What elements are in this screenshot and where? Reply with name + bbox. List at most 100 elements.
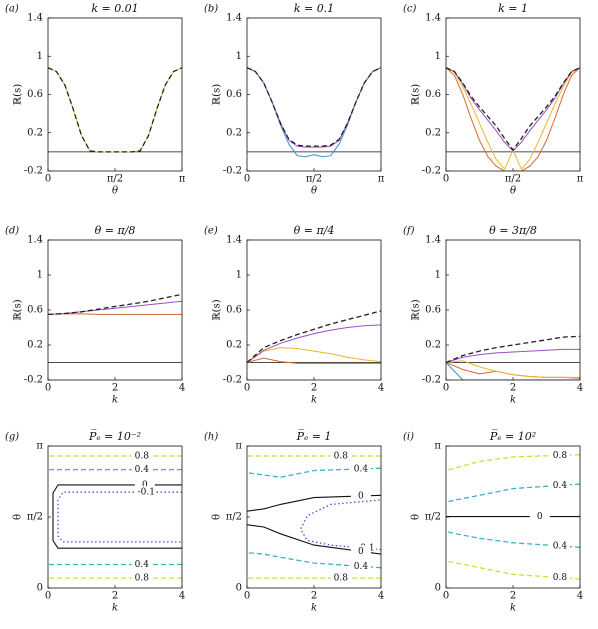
contour-line [247, 494, 381, 512]
data-line [446, 348, 580, 363]
x-tick-label: 2 [311, 591, 317, 602]
axes-frame [246, 239, 382, 381]
axes-frame [246, 445, 382, 589]
panel-title: θ = 3π/8 [489, 224, 537, 237]
contour-label: 0.8 [334, 452, 349, 462]
x-tick-label: 0 [443, 383, 449, 394]
data-line [48, 67, 182, 153]
panel-label: (a) [5, 4, 19, 15]
x-tick-label: 0 [443, 174, 449, 185]
axes-frame [445, 445, 581, 589]
panel: (c) k = 1 θ ℝ(s) 0 π/2 π -0.2 0.2 0.6 1 1.4 [403, 2, 584, 197]
contour-label: 0.8 [135, 452, 150, 462]
contour-line [247, 524, 381, 555]
x-tick-label: 0 [45, 591, 51, 602]
panel-label: (f) [403, 226, 415, 237]
y-tick-label: -0.2 [24, 375, 43, 386]
y-tick-label: 1 [37, 51, 43, 62]
y-tick-label: 1 [435, 51, 441, 62]
x-tick-label: 4 [378, 383, 384, 394]
x-tick-label: 4 [179, 383, 185, 394]
plot-area [247, 310, 381, 364]
x-tick-label: π/2 [505, 174, 521, 185]
y-tick-label: -0.2 [24, 166, 43, 177]
y-axis-label: ℝ(s) [411, 299, 422, 320]
contour-line [446, 560, 580, 580]
contour-label: 0.4 [135, 560, 150, 570]
y-tick-label: -0.2 [223, 375, 242, 386]
y-tick-label: 1.4 [27, 235, 43, 246]
y-tick-label: 1.4 [425, 13, 441, 24]
x-tick-label: 4 [577, 591, 583, 602]
contour-label: -0.1 [138, 488, 155, 498]
contour-label: 0.4 [553, 541, 568, 551]
y-tick-label: π [434, 441, 441, 452]
y-axis-label: ℝ(s) [411, 84, 422, 105]
data-line [446, 67, 580, 152]
contour-label: 0.4 [553, 481, 568, 491]
panel-title: θ = π/8 [95, 224, 136, 237]
panel: (e) θ = π/4 k ℝ(s) 0 2 4 -0.2 0.2 0.6 1 1.4 [204, 224, 384, 406]
contour-label: 0 [142, 480, 148, 490]
plot-area: 0.80.40-0.100.40.8 [247, 450, 381, 585]
data-line [446, 360, 580, 378]
x-tick-label: 4 [378, 591, 384, 602]
contour-line [299, 499, 381, 551]
y-tick-label: 0.6 [27, 305, 43, 316]
panel-title: k = 1 [498, 2, 528, 15]
data-line [48, 313, 182, 315]
contour-label-bg [131, 463, 152, 476]
x-tick-label: 4 [577, 383, 583, 394]
x-tick-label: 2 [311, 383, 317, 394]
y-tick-label: π/2 [226, 512, 242, 523]
data-line [48, 67, 182, 153]
y-tick-label: 0 [37, 583, 43, 594]
panel-label: (i) [403, 432, 414, 443]
contour-label: 0.8 [135, 574, 150, 584]
x-axis-label: θ [112, 186, 118, 197]
data-line [247, 347, 381, 363]
y-tick-label: π [36, 441, 43, 452]
panel: (a) k = 0.01 θ ℝ(s) 0 π/2 π -0.2 0.2 0.6 1 1.4 [5, 2, 186, 197]
y-axis-label: ℝ(s) [212, 84, 223, 105]
y-tick-label: 0 [435, 583, 441, 594]
panel: (i) P̅ₑ = 10² k θ 0.8 0.4 0 0.4 0.8 0 2 4 0 π/2 π [403, 429, 583, 614]
contour-line [52, 484, 182, 549]
data-line [446, 362, 580, 379]
contour-line [446, 483, 580, 503]
x-tick-label: π [179, 174, 186, 185]
contour-label-bg [131, 450, 152, 463]
y-tick-label: 0.2 [226, 340, 242, 351]
contour-label-bg [549, 449, 570, 462]
y-axis-label: θ [212, 514, 223, 520]
x-axis-label: θ [311, 186, 317, 197]
data-line [247, 67, 381, 158]
y-tick-label: 0.6 [27, 89, 43, 100]
contour-label-bg [350, 545, 371, 558]
y-tick-label: 0.2 [27, 340, 43, 351]
contour-label-bg [136, 486, 157, 499]
contour-label: 0 [358, 492, 364, 502]
contour-label-bg [350, 462, 371, 475]
axes-frame [445, 17, 581, 172]
x-axis-label: k [112, 395, 118, 406]
plot-area [48, 67, 182, 153]
x-tick-label: 2 [510, 383, 516, 394]
y-tick-label: 0.6 [226, 89, 242, 100]
y-tick-label: 0.2 [425, 340, 441, 351]
x-tick-label: π [378, 174, 385, 185]
y-tick-label: 1 [435, 270, 441, 281]
y-tick-label: 1.4 [226, 235, 242, 246]
axes-frame [47, 445, 183, 589]
x-axis-label: k [311, 395, 317, 406]
panel-title: k = 0.01 [91, 2, 138, 15]
x-tick-label: π/2 [107, 174, 123, 185]
x-tick-label: 0 [443, 591, 449, 602]
y-tick-label: π/2 [425, 512, 441, 523]
y-tick-label: 0.2 [425, 127, 441, 138]
y-tick-label: 1.4 [425, 235, 441, 246]
panel-title: θ = π/4 [294, 224, 335, 237]
contour-label-bg [131, 558, 152, 571]
data-line [247, 324, 381, 363]
